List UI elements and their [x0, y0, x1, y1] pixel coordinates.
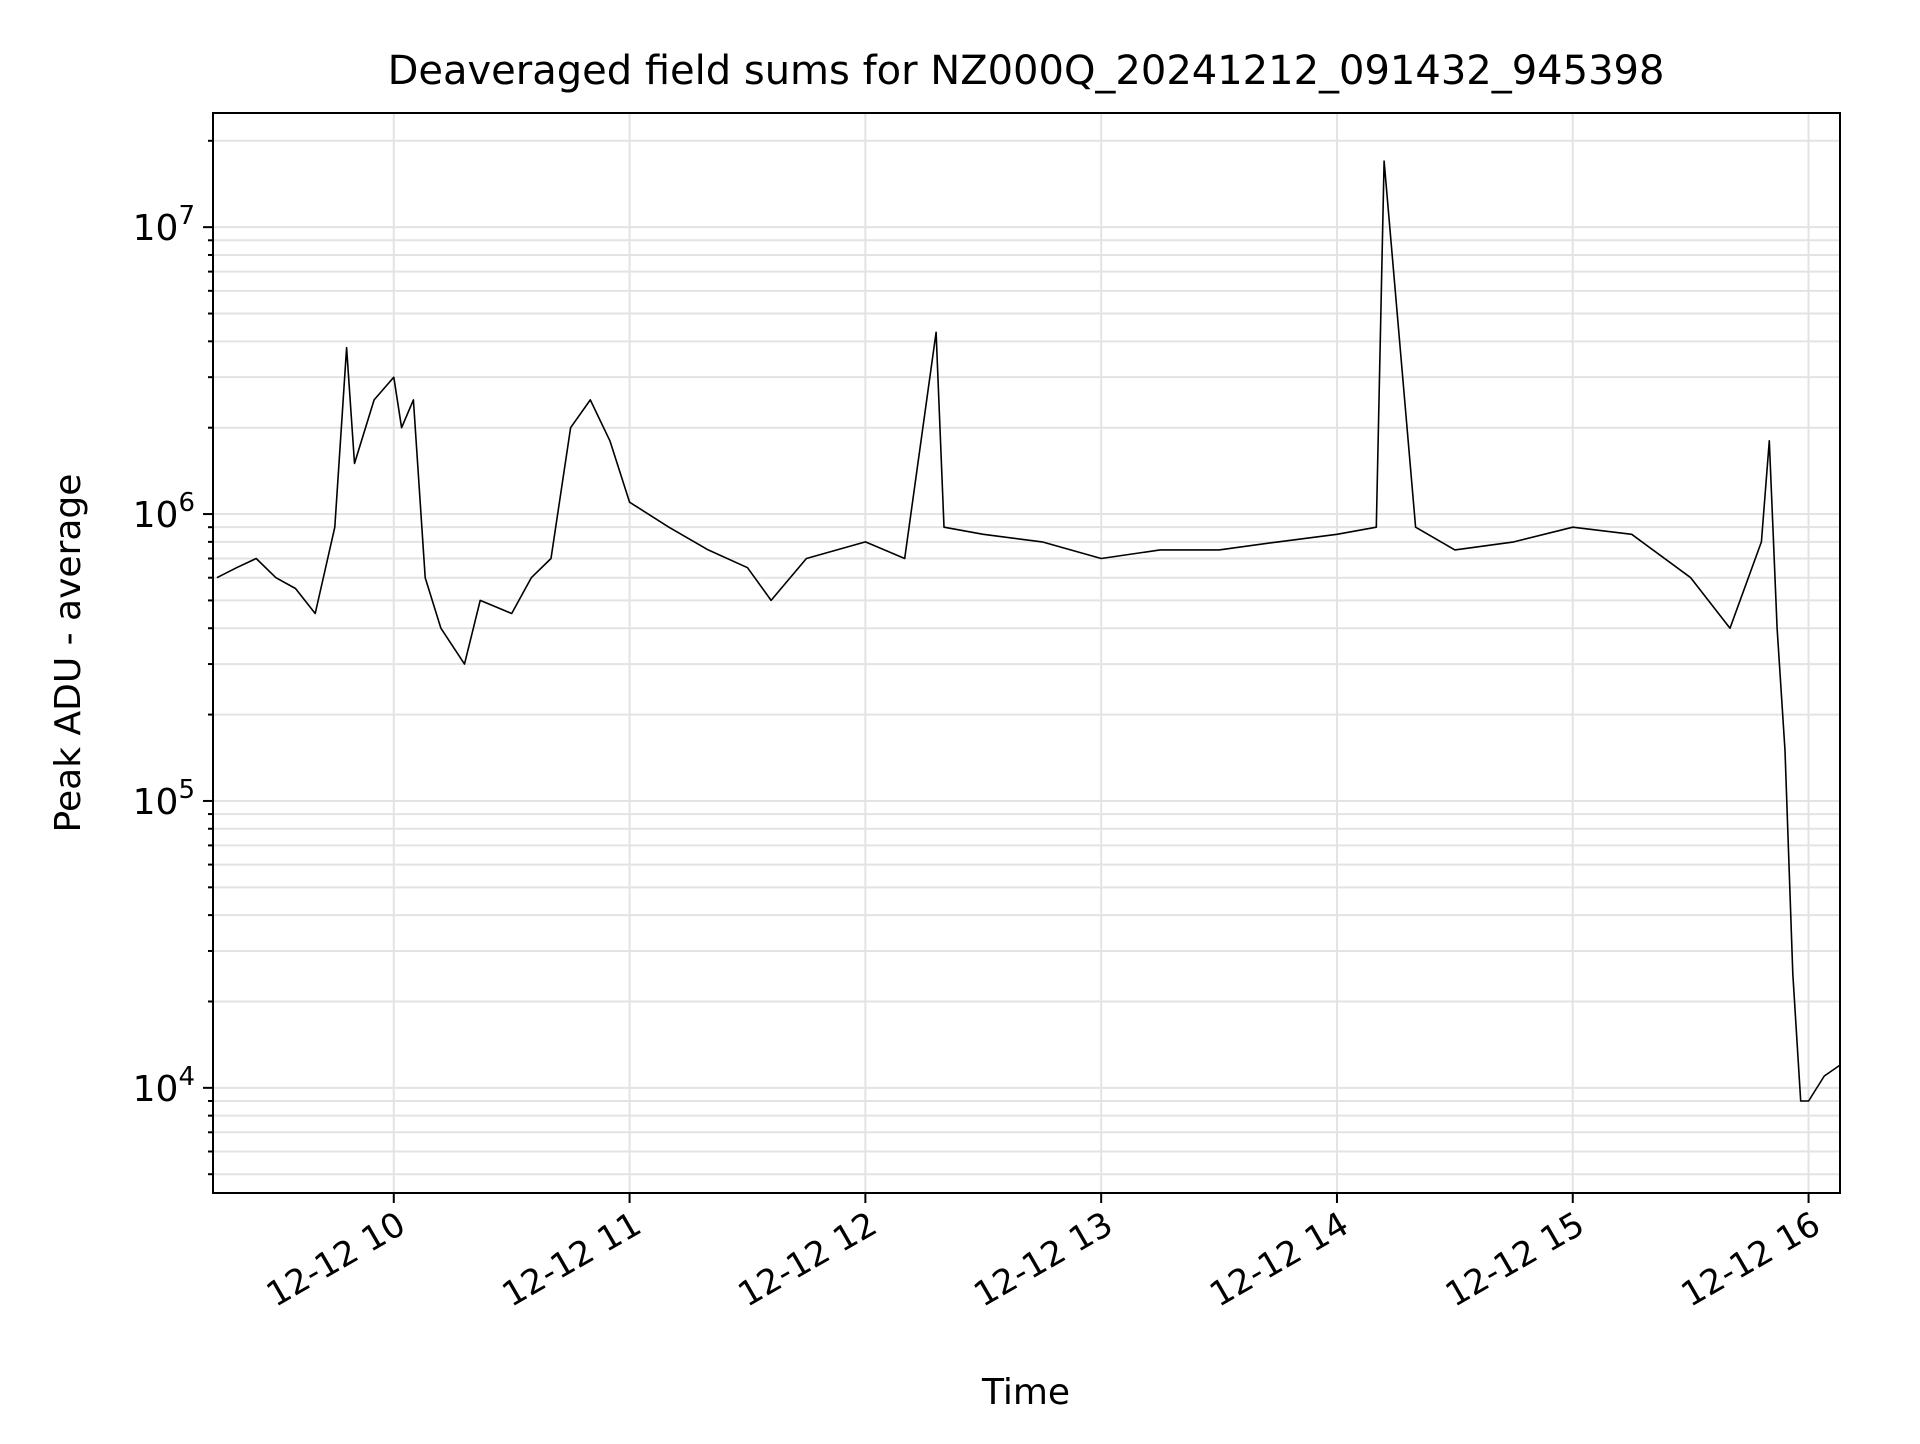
y-axis-label: Peak ADU - average [48, 474, 89, 833]
series-line [216, 160, 1841, 1102]
series-layer [216, 160, 1841, 1102]
y-tick-label: 104 [133, 1062, 195, 1110]
y-tick-label: 106 [133, 488, 195, 536]
chart-title: Deaveraged field sums for NZ000Q_2024121… [388, 48, 1665, 94]
y-tick-label: 105 [133, 775, 195, 823]
y-tick-label: 107 [133, 201, 195, 249]
y-axis: 104 105 106 107 [133, 139, 213, 1176]
grid-lines [213, 113, 1840, 1193]
plot-area-frame [212, 112, 1841, 1194]
x-axis-label: Time [981, 1372, 1070, 1413]
